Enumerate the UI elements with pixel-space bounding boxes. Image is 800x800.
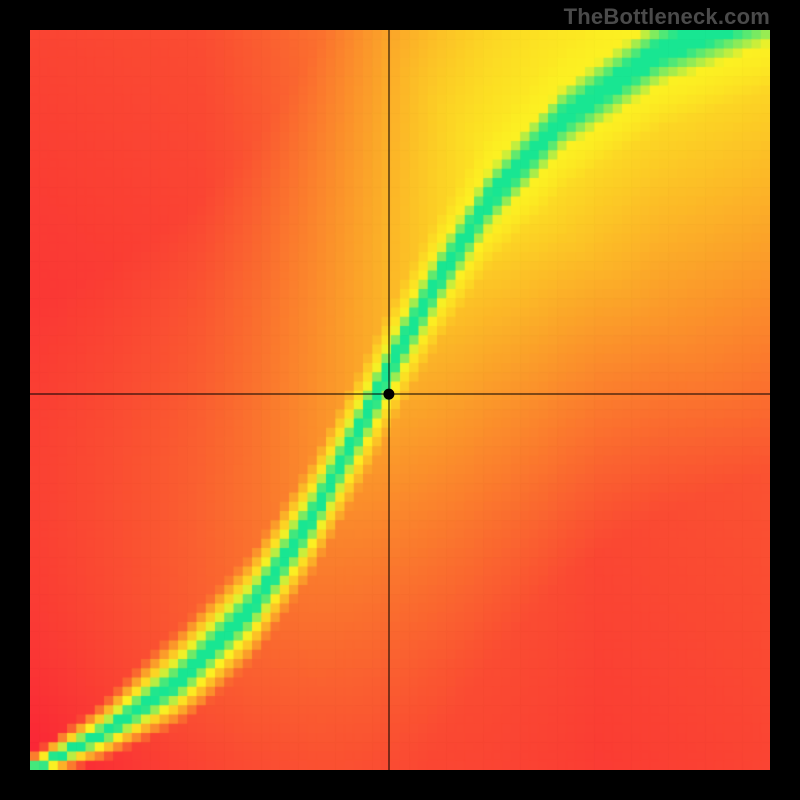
- overlay-svg: [30, 30, 770, 770]
- crosshair: [30, 30, 770, 770]
- heatmap-plot: [30, 30, 770, 770]
- data-point-marker: [383, 389, 394, 400]
- watermark-text: TheBottleneck.com: [564, 4, 770, 30]
